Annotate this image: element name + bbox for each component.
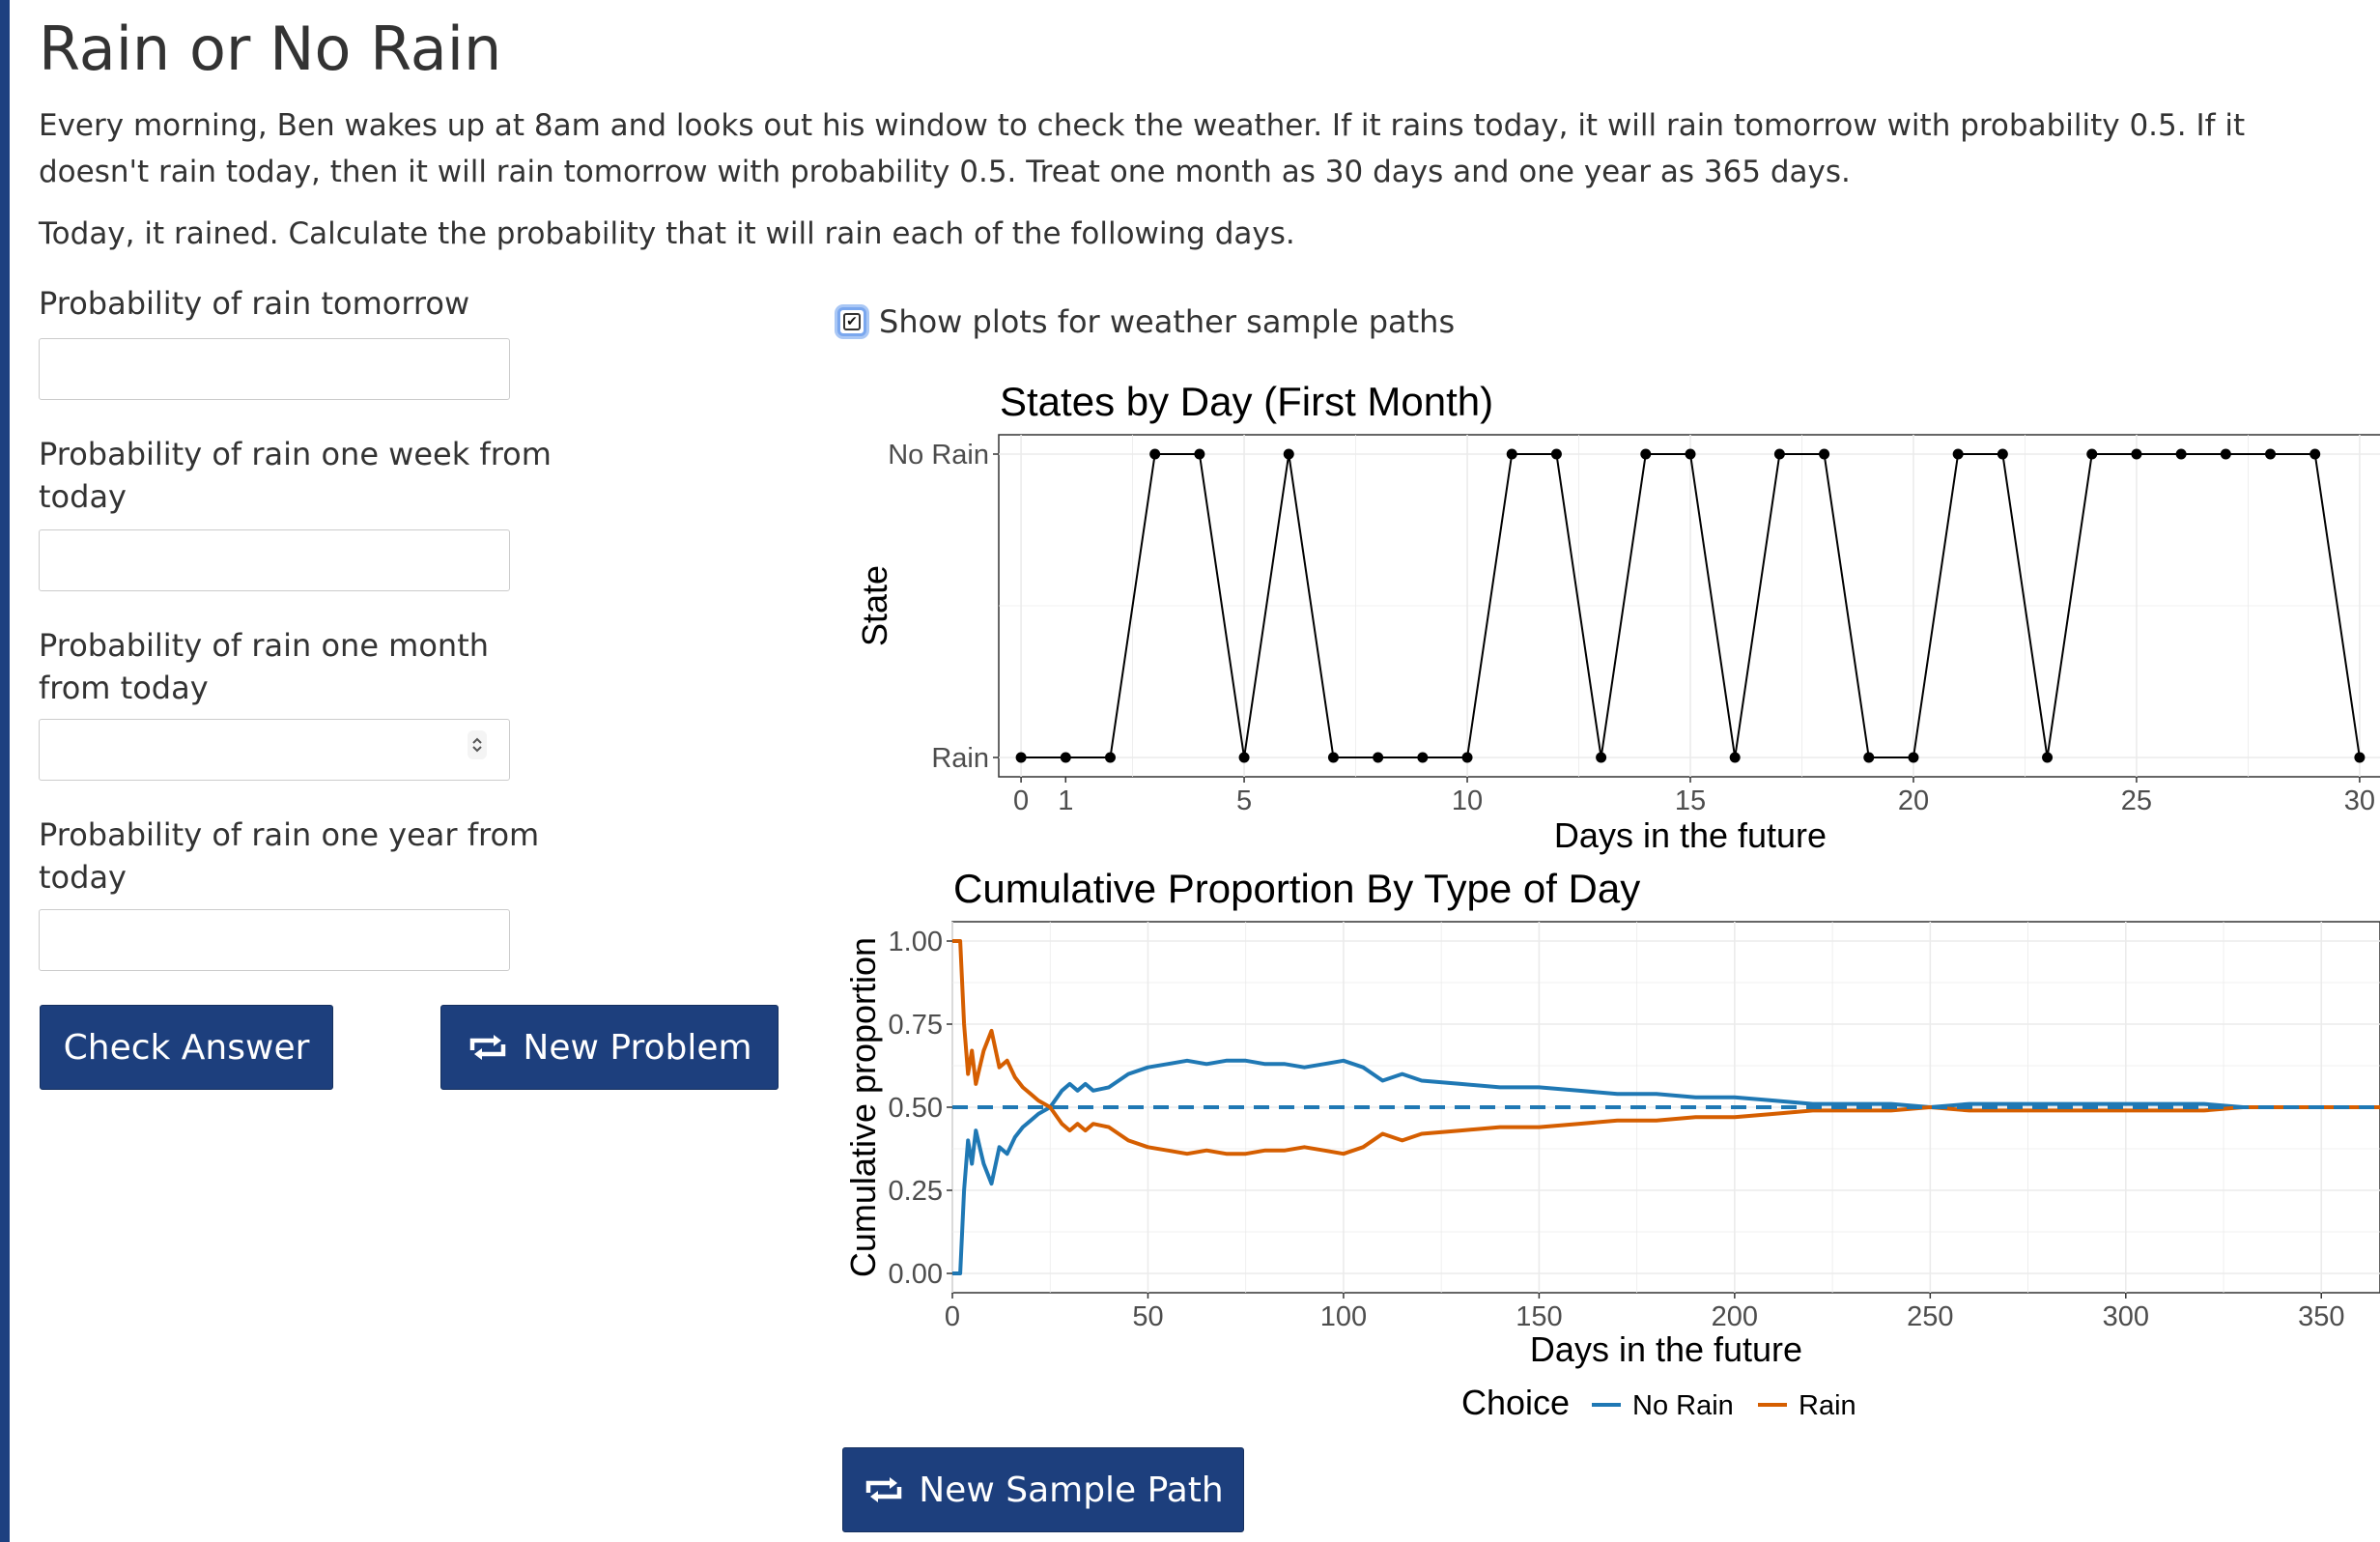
problem-description: Every morning, Ben wakes up at 8am and l… (39, 108, 2246, 189)
state-point (1506, 448, 1517, 460)
state-point (1327, 752, 1339, 763)
state-point (1283, 448, 1294, 460)
state-point (1773, 448, 1785, 460)
y-tick-label: No Rain (888, 440, 989, 471)
repeat-icon (467, 1033, 509, 1062)
x-tick-label: 100 (1320, 1301, 1367, 1332)
legend-label: Rain (1799, 1390, 1856, 1421)
state-point (2131, 448, 2142, 460)
state-point (1461, 752, 1473, 763)
state-point (1194, 448, 1205, 460)
cumulative-proportion-chart: 0.00 0.25 0.50 0.75 1.00 0 50 100 150 200 250 300 35… (843, 866, 2380, 1422)
x-tick-label: 10 (1452, 785, 1483, 816)
stepper-arrows-icon (472, 737, 482, 753)
state-point (1060, 752, 1071, 763)
y-tick-label: 0.00 (889, 1259, 943, 1290)
tomorrow-input[interactable] (39, 338, 510, 400)
new-problem-button[interactable]: New Problem (440, 1005, 779, 1090)
state-point (2175, 448, 2187, 460)
x-tick-label: 1 (1058, 785, 1073, 816)
y-tick-label: 1.00 (889, 927, 943, 957)
checkmark-icon: ✔ (843, 313, 861, 330)
state-point (1149, 448, 1161, 460)
week-input[interactable] (39, 529, 510, 591)
state-point (1550, 448, 1562, 460)
y-tick-label: 0.50 (889, 1093, 943, 1124)
year-label: Probability of rain one year from today (39, 816, 540, 896)
state-point (1373, 752, 1384, 763)
x-tick-label: 25 (2121, 785, 2152, 816)
new-sample-path-label: New Sample Path (919, 1470, 1224, 1510)
check-answer-label: Check Answer (63, 1027, 310, 1068)
month-input[interactable] (39, 719, 510, 781)
x-axis-label: Days in the future (1554, 815, 1827, 855)
x-tick-label: 0 (1013, 785, 1029, 816)
state-point (1997, 448, 2008, 460)
y-tick-label: Rain (931, 743, 989, 774)
month-label: Probability of rain one month from today (39, 627, 490, 706)
page-title: Rain or No Rain (39, 14, 502, 84)
y-tick-label: 0.75 (889, 1010, 943, 1041)
x-axis-label: Days in the future (1530, 1329, 1802, 1369)
show-plots-checkbox[interactable]: ✔ (837, 307, 866, 336)
x-tick-label: 150 (1516, 1301, 1562, 1332)
chart-title: Cumulative Proportion By Type of Day (953, 866, 1640, 911)
state-point (1104, 752, 1116, 763)
state-point (2042, 752, 2054, 763)
state-point (1596, 752, 1607, 763)
state-point (2354, 752, 2366, 763)
state-point (1729, 752, 1741, 763)
state-point (1238, 752, 1250, 763)
x-tick-label: 5 (1236, 785, 1252, 816)
new-sample-path-button[interactable]: New Sample Path (842, 1447, 1244, 1532)
x-tick-label: 200 (1712, 1301, 1758, 1332)
y-axis-label: Cumulative proportion (843, 937, 883, 1277)
x-tick-label: 30 (2344, 785, 2375, 816)
problem-question: Today, it rained. Calculate the probabil… (39, 216, 1295, 251)
series-line-no-rain (952, 1058, 2380, 1275)
x-tick-label: 0 (945, 1301, 960, 1332)
state-point (1685, 448, 1696, 460)
state-point (2309, 448, 2321, 460)
repeat-icon (863, 1475, 905, 1504)
x-tick-label: 20 (1898, 785, 1929, 816)
legend-label: No Rain (1632, 1390, 1734, 1421)
state-point (1640, 448, 1652, 460)
state-point (1908, 752, 1919, 763)
check-answer-button[interactable]: Check Answer (40, 1005, 333, 1090)
state-point (1417, 752, 1429, 763)
state-point (1952, 448, 1964, 460)
x-tick-label: 300 (2103, 1301, 2149, 1332)
show-plots-label: Show plots for weather sample paths (879, 303, 1456, 340)
state-point (2220, 448, 2231, 460)
y-axis-label: State (855, 565, 894, 646)
tomorrow-label: Probability of rain tomorrow (39, 285, 470, 322)
state-point (1015, 752, 1027, 763)
x-tick-label: 50 (1132, 1301, 1163, 1332)
page-accent-bar (0, 0, 10, 1542)
x-tick-label: 350 (2298, 1301, 2344, 1332)
week-label: Probability of rain one week from today (39, 436, 552, 515)
month-stepper[interactable] (468, 730, 487, 759)
legend-title: Choice (1461, 1383, 1570, 1422)
state-point (2086, 448, 2098, 460)
y-tick-label: 0.25 (889, 1176, 943, 1207)
x-tick-label: 250 (1907, 1301, 1953, 1332)
new-problem-label: New Problem (523, 1027, 752, 1068)
state-point (1819, 448, 1830, 460)
state-point (1863, 752, 1875, 763)
state-point (2265, 448, 2277, 460)
x-tick-label: 15 (1675, 785, 1706, 816)
series-line-rain (952, 939, 2380, 1156)
year-input[interactable] (39, 909, 510, 971)
chart-title: States by Day (First Month) (1000, 379, 1493, 424)
